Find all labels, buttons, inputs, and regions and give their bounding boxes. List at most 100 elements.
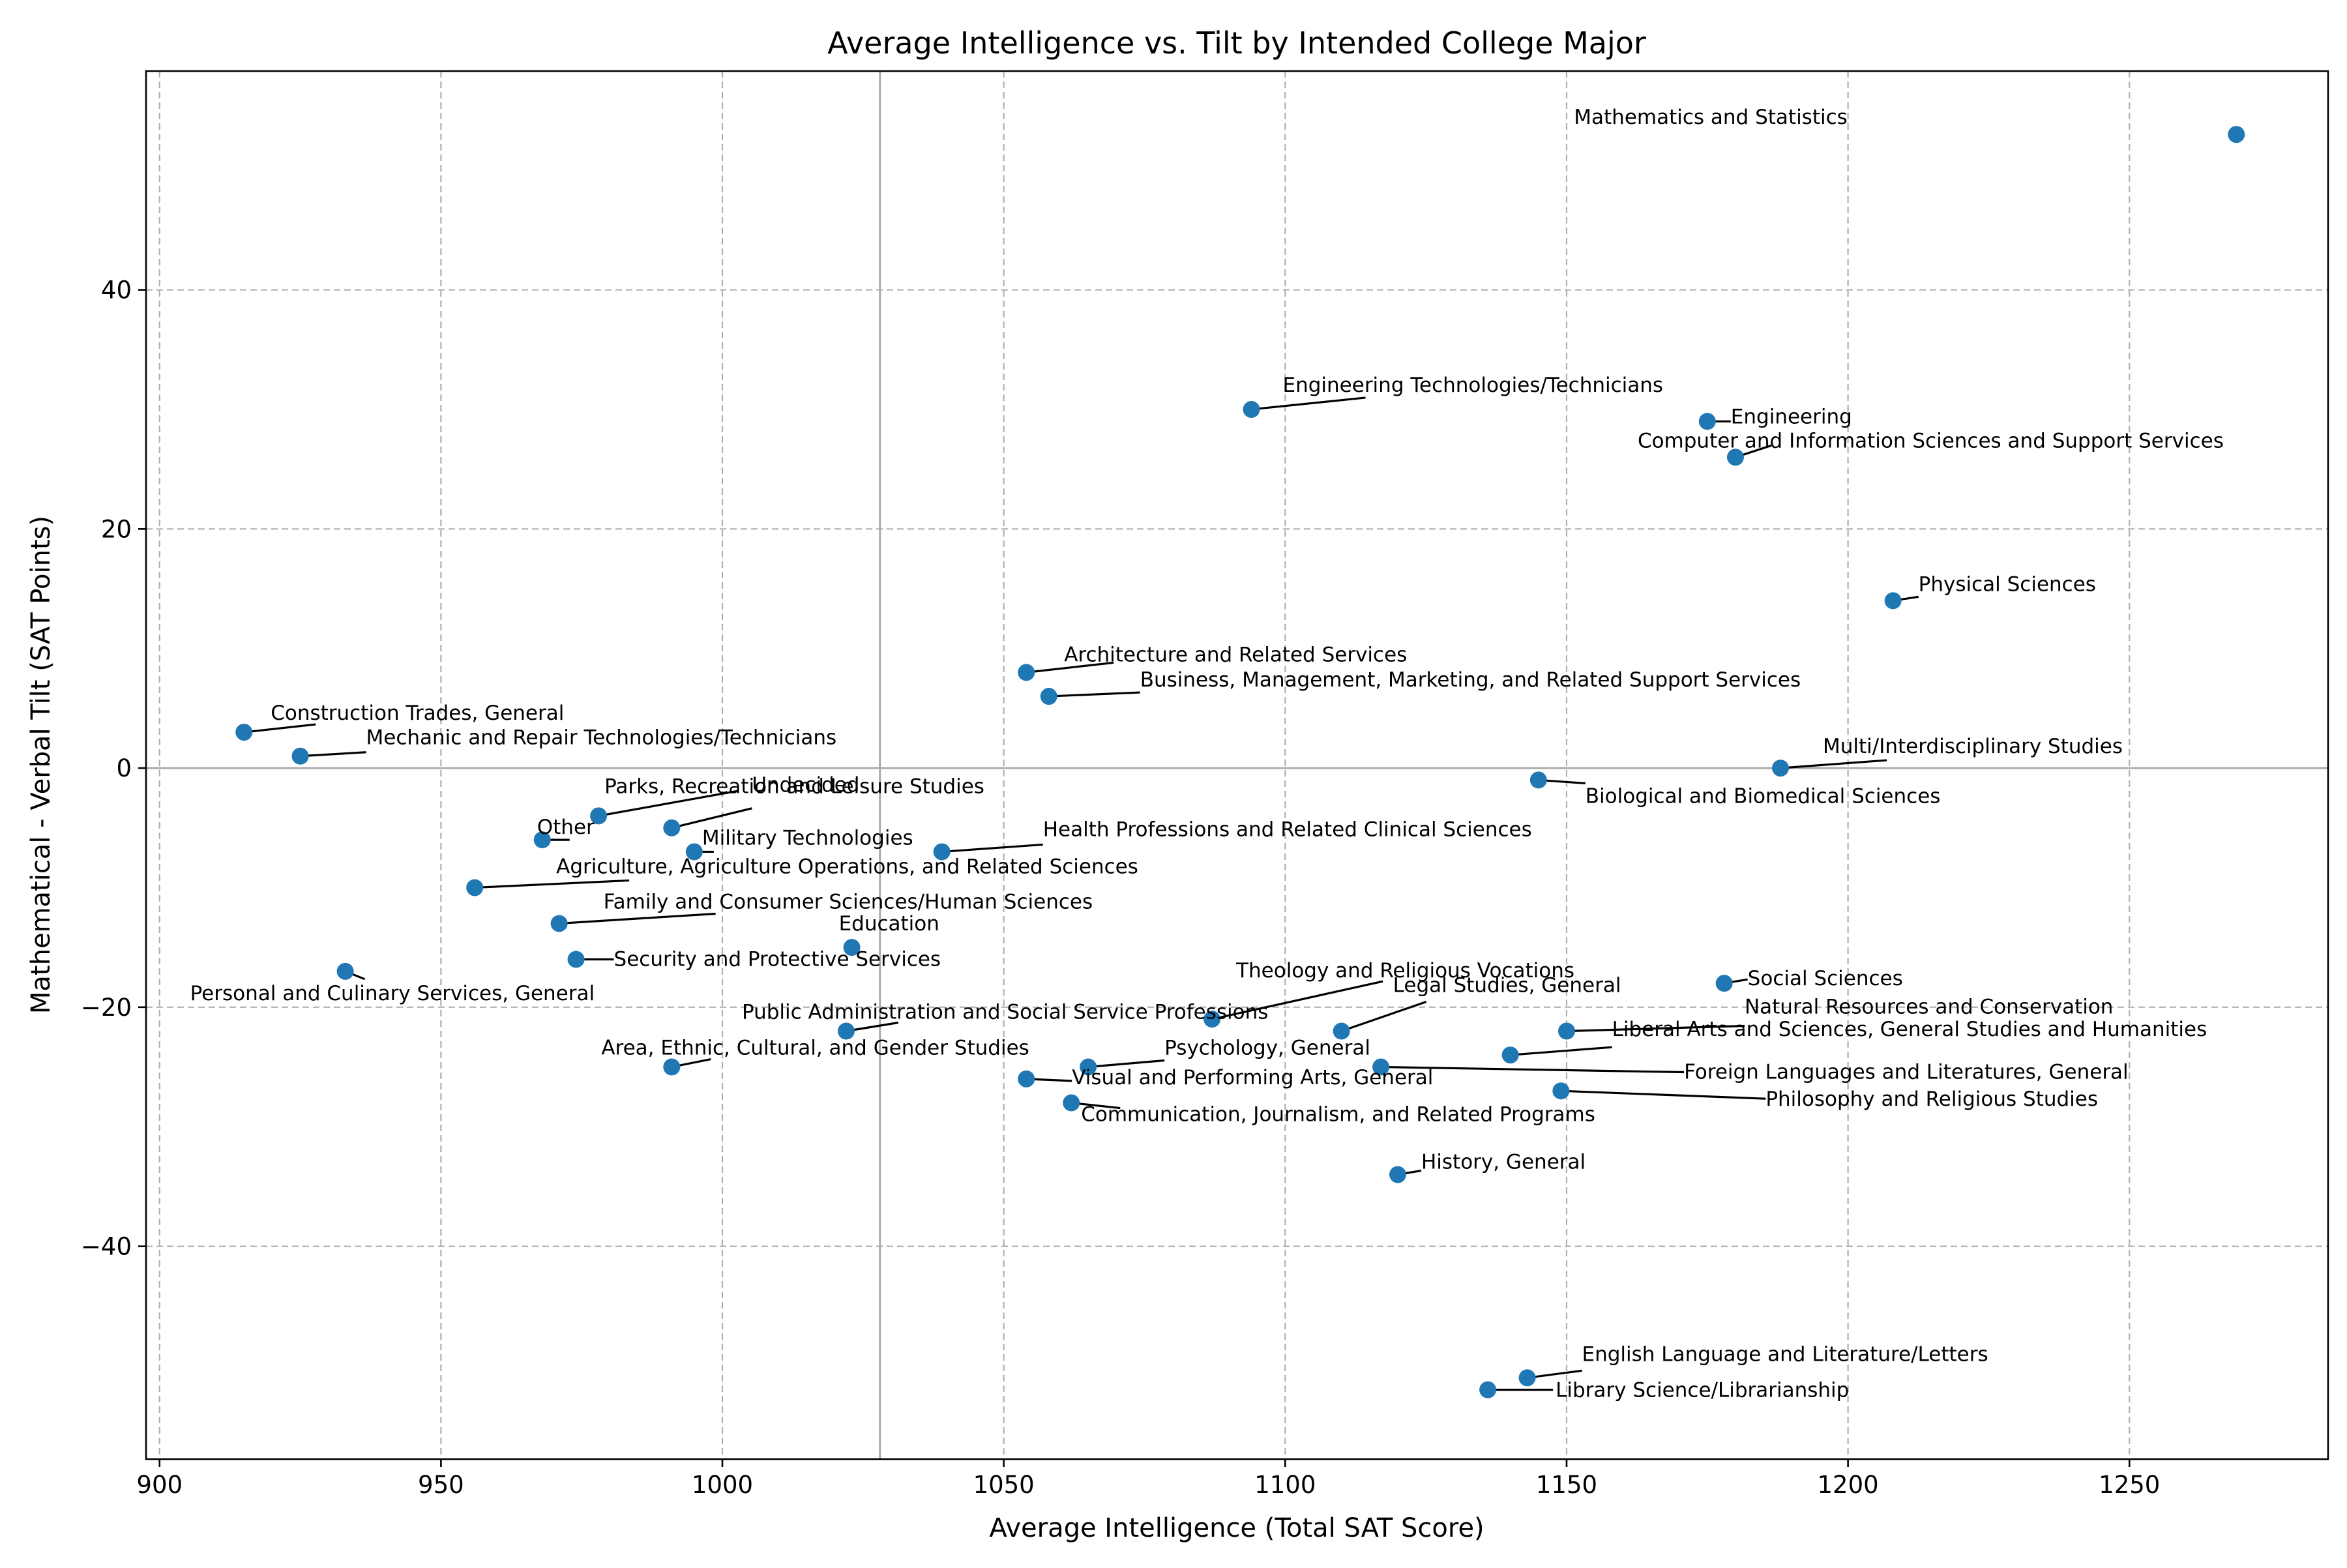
data-point — [843, 939, 861, 956]
label-leader-line — [559, 912, 716, 925]
data-point — [837, 1022, 855, 1040]
data-point — [533, 831, 551, 849]
data-point — [1243, 400, 1260, 418]
data-point — [235, 724, 253, 741]
point-label: Other — [537, 816, 595, 839]
data-point — [1063, 1094, 1080, 1112]
data-point — [466, 879, 484, 896]
data-point — [1389, 1166, 1406, 1183]
label-leader-line — [1527, 1369, 1582, 1379]
point-label: Social Sciences — [1748, 967, 1903, 990]
data-point — [291, 747, 309, 765]
data-point — [1040, 688, 1057, 705]
point-label: Natural Resources and Conservation — [1745, 996, 2114, 1019]
point-labels: Mathematics and Statistics Engineering Te… — [190, 106, 2224, 1402]
y-tick-label: −40 — [81, 1233, 132, 1261]
x-tick-label: 950 — [418, 1471, 464, 1499]
label-leader-line — [1561, 1089, 1766, 1100]
point-label: Biological and Biomedical Sciences — [1586, 784, 1941, 808]
label-leader-line — [598, 790, 737, 818]
label-leader-line — [1026, 661, 1114, 673]
x-tick-label: 900 — [136, 1471, 183, 1499]
label-leader-line — [244, 723, 316, 733]
point-label: Mechanic and Repair Technologies/Technic… — [366, 726, 837, 750]
data-point — [550, 915, 568, 932]
point-label: Visual and Performing Arts, General — [1072, 1066, 1433, 1089]
point-label: Legal Studies, General — [1393, 974, 1621, 998]
point-label: Foreign Languages and Literatures, Gener… — [1684, 1061, 2129, 1084]
y-tick-label: 20 — [101, 515, 132, 543]
label-leader-line — [671, 807, 752, 829]
data-point — [1552, 1082, 1570, 1100]
label-leader-line — [846, 1021, 899, 1033]
data-point — [663, 1058, 681, 1076]
data-point — [336, 962, 354, 980]
data-point — [1018, 1070, 1035, 1087]
point-label: History, General — [1421, 1151, 1586, 1174]
label-leader-line — [1566, 1024, 1745, 1033]
data-points — [235, 126, 2245, 1398]
point-label: Theology and Religious Vocations — [1235, 959, 1574, 983]
data-point — [1203, 1011, 1221, 1028]
x-axis-title: Average Intelligence (Total SAT Score) — [989, 1513, 1484, 1543]
data-point — [1018, 664, 1035, 681]
label-leader-line — [475, 879, 630, 889]
point-label: Construction Trades, General — [271, 702, 564, 725]
label-leader-line — [300, 751, 366, 758]
label-leader-line — [1780, 759, 1887, 769]
label-leader-line — [1341, 1001, 1427, 1033]
data-point — [663, 819, 681, 836]
point-label: Personal and Culinary Services, General — [190, 982, 595, 1005]
point-label: Agriculture, Agriculture Operations, and… — [556, 855, 1138, 878]
data-point — [685, 843, 703, 861]
point-label: Liberal Arts and Sciences, General Studi… — [1612, 1018, 2207, 1041]
point-label: Multi/Interdisciplinary Studies — [1823, 735, 2123, 758]
point-label: Education — [839, 912, 939, 936]
label-leader-line — [1088, 1059, 1165, 1069]
data-point — [1372, 1058, 1390, 1076]
x-tick-label: 1050 — [973, 1471, 1035, 1499]
point-label: Computer and Information Sciences and Su… — [1638, 429, 2224, 452]
data-point — [1557, 1022, 1575, 1040]
data-point — [1529, 771, 1547, 789]
point-label: Public Administration and Social Service… — [742, 1001, 1269, 1024]
data-point — [1080, 1058, 1097, 1076]
point-label: Parks, Recreation and Leisure Studies — [604, 775, 984, 798]
data-point — [1518, 1369, 1536, 1387]
data-point — [2228, 126, 2245, 143]
point-label: Area, Ethnic, Cultural, and Gender Studi… — [601, 1037, 1029, 1060]
point-label: Library Science/Librarianship — [1556, 1379, 1849, 1402]
x-tick-label: 1250 — [2099, 1471, 2160, 1499]
label-leader-line — [1211, 980, 1383, 1020]
point-label: Mathematics and Statistics — [1574, 106, 1848, 129]
data-point — [1726, 449, 1744, 466]
point-label: Business, Management, Marketing, and Rel… — [1140, 668, 1801, 692]
point-label: Philosophy and Religious Studies — [1765, 1087, 2098, 1111]
point-label: Engineering — [1731, 405, 1852, 428]
point-label: Physical Sciences — [1919, 572, 2096, 596]
point-label: Engineering Technologies/Technicians — [1283, 374, 1664, 397]
data-point — [1772, 760, 1790, 777]
y-tick-label: −20 — [81, 994, 132, 1022]
y-tick-label: 40 — [101, 276, 132, 304]
point-label: Security and Protective Services — [614, 947, 941, 971]
point-label: Family and Consumer Sciences/Human Scien… — [604, 890, 1093, 913]
data-point — [1698, 413, 1716, 430]
label-leader-line — [1048, 691, 1140, 698]
chart-title: Average Intelligence vs. Tilt by Intende… — [827, 25, 1646, 61]
x-tick-label: 1150 — [1536, 1471, 1597, 1499]
x-tick-label: 1100 — [1254, 1471, 1316, 1499]
label-leader-line — [1251, 396, 1366, 411]
axis-ticks: 900 950 1000 1050 1100 1150 1200 1250 −40 −20 0 20 4… — [81, 276, 2160, 1499]
point-label: Military Technologies — [702, 826, 913, 850]
x-tick-label: 1200 — [1818, 1471, 1879, 1499]
reference-lines — [146, 71, 2328, 1459]
point-label: Psychology, General — [1164, 1037, 1370, 1060]
data-point — [933, 843, 951, 861]
point-label: Architecture and Related Services — [1064, 643, 1407, 666]
point-label: Health Professions and Related Clinical … — [1043, 818, 1532, 841]
x-tick-label: 1000 — [692, 1471, 753, 1499]
data-point — [590, 807, 608, 825]
